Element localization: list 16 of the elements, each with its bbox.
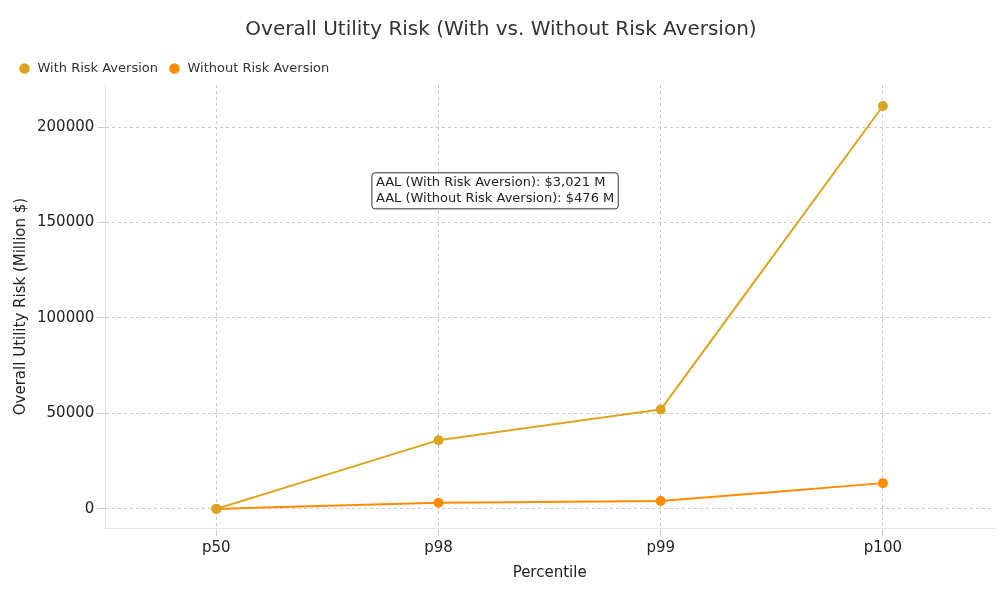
x-tick-label: p100 xyxy=(863,537,902,556)
x-tick-label: p99 xyxy=(646,537,676,556)
y-tick-label: 50000 xyxy=(46,403,95,422)
y-tick-label: 100000 xyxy=(37,307,95,326)
legend-label: Without Risk Aversion xyxy=(187,59,330,75)
y-axis-title: Overall Utility Risk (Million $) xyxy=(10,197,29,416)
legend-label: With Risk Aversion xyxy=(37,59,158,75)
y-tick-label: 150000 xyxy=(37,212,95,231)
chart-title: Overall Utility Risk (With vs. Without Risk Aversion) xyxy=(245,16,757,41)
annotation: AAL (With Risk Aversion): $3,021 M xyxy=(375,173,606,189)
x-tick-label: p50 xyxy=(202,537,231,556)
y-tick-label: 0 xyxy=(84,498,95,517)
x-axis-title: Percentile xyxy=(512,562,587,581)
annotation: AAL (Without Risk Aversion): $476 M xyxy=(375,189,615,205)
x-tick-label: p98 xyxy=(424,537,453,556)
y-tick-label: 200000 xyxy=(37,116,95,135)
